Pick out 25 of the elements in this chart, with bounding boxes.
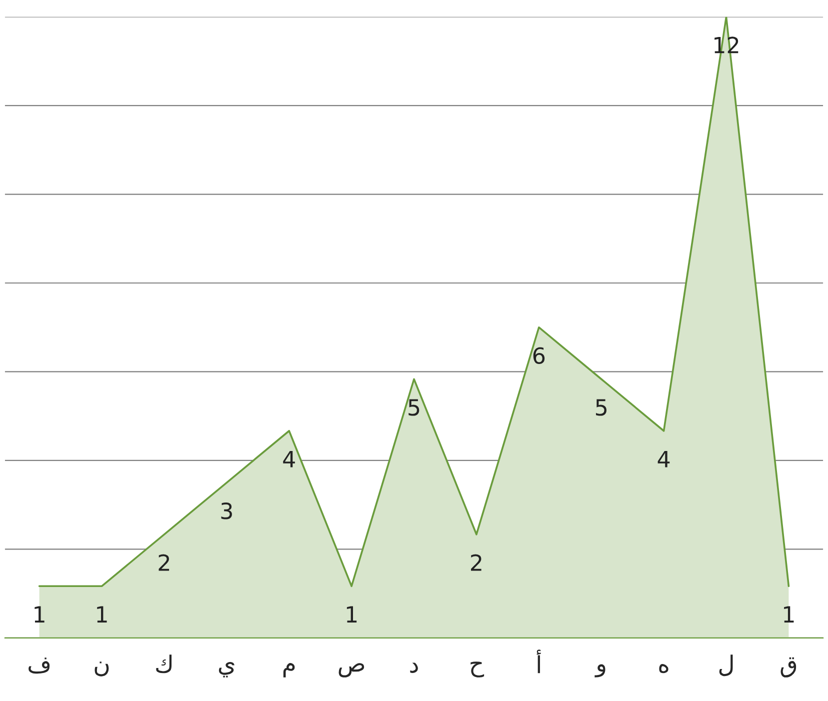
x-tick-label: و — [594, 664, 606, 678]
data-label: 1 — [346, 606, 357, 622]
data-label: 4 — [658, 451, 670, 468]
x-tick-label: ن — [94, 662, 109, 676]
data-label: 2 — [158, 554, 170, 571]
data-label: 2 — [471, 554, 482, 571]
x-tick-label: ي — [218, 662, 234, 678]
data-label: 3 — [221, 502, 232, 520]
data-label: 1 — [97, 606, 107, 622]
data-label: 5 — [408, 399, 420, 416]
x-tick-label: ح — [470, 662, 484, 678]
x-tick-label: د — [410, 662, 418, 673]
x-tick-label: ه — [659, 664, 668, 674]
x-tick-label: م — [283, 663, 295, 678]
x-tick-label: ك — [156, 654, 172, 674]
data-label: 4 — [283, 451, 295, 468]
x-tick-label: ص — [338, 663, 364, 678]
x-tick-label: ف — [28, 658, 50, 674]
data-label: 5 — [596, 399, 606, 416]
data-label: 1 — [34, 606, 44, 622]
data-label: 6 — [533, 347, 545, 364]
x-tick-label: ل — [719, 654, 733, 676]
data-label: 1 — [784, 606, 794, 622]
x-tick-label: أ — [536, 650, 541, 674]
x-tick-label: ق — [780, 657, 796, 678]
